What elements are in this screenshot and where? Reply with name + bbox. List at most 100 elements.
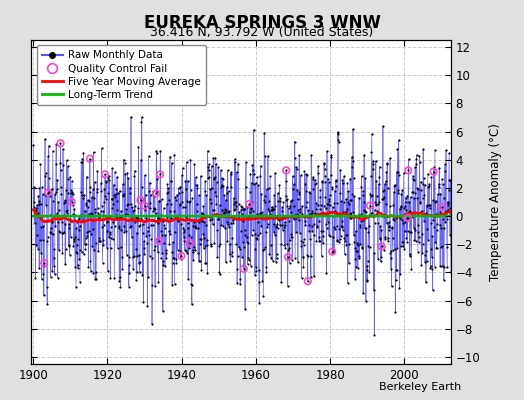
Point: [84, 211, 93, 217]
Point: [45, 189, 53, 196]
Point: [364, 243, 372, 249]
Point: [212, 193, 220, 199]
Point: [346, 197, 354, 203]
Point: [148, 321, 156, 328]
Point: [211, 174, 220, 180]
Point: [137, 216, 145, 222]
Point: [286, 203, 294, 209]
Point: [90, 179, 99, 185]
Point: [224, 188, 233, 194]
Point: [123, 200, 132, 207]
Point: [243, 260, 252, 267]
Point: [200, 219, 208, 225]
Point: [202, 260, 210, 266]
Point: [204, 167, 213, 174]
Point: [322, 270, 331, 276]
Point: [259, 246, 268, 252]
Point: [269, 228, 278, 235]
Point: [46, 229, 54, 235]
Point: [347, 209, 355, 216]
Point: [128, 204, 136, 210]
Point: [171, 229, 179, 235]
Point: [86, 156, 94, 162]
Point: [314, 218, 323, 224]
Point: [269, 206, 277, 212]
Point: [367, 192, 375, 199]
Point: [322, 225, 331, 231]
Point: [226, 220, 235, 226]
Point: [74, 236, 82, 242]
Point: [206, 240, 215, 247]
Point: [440, 195, 449, 202]
Point: [421, 252, 430, 258]
Point: [240, 206, 248, 213]
Point: [232, 199, 241, 205]
Point: [97, 188, 105, 194]
Point: [34, 192, 42, 199]
Point: [344, 199, 352, 206]
Point: [250, 180, 258, 187]
Point: [408, 188, 417, 195]
Point: [432, 244, 441, 251]
Point: [294, 217, 303, 224]
Point: [61, 261, 69, 267]
Point: [353, 242, 362, 248]
Point: [444, 202, 452, 208]
Point: [230, 195, 238, 201]
Point: [284, 254, 292, 260]
Point: [195, 258, 204, 264]
Point: [59, 200, 68, 206]
Point: [376, 223, 384, 229]
Point: [377, 243, 386, 250]
Point: [365, 212, 373, 218]
Point: [150, 243, 159, 250]
Point: [379, 123, 387, 130]
Point: [291, 138, 299, 145]
Point: [93, 168, 102, 174]
Point: [387, 254, 395, 261]
Point: [282, 193, 291, 199]
Point: [385, 224, 394, 230]
Point: [339, 208, 347, 215]
Point: [224, 221, 233, 227]
Point: [404, 167, 412, 174]
Point: [135, 260, 143, 267]
Point: [350, 175, 358, 181]
Point: [411, 189, 420, 196]
Point: [261, 199, 270, 206]
Point: [292, 229, 300, 235]
Point: [35, 198, 43, 204]
Point: [444, 207, 452, 213]
Point: [175, 216, 183, 222]
Point: [289, 214, 298, 220]
Point: [352, 264, 360, 270]
Point: [151, 206, 160, 212]
Point: [427, 174, 435, 180]
Point: [445, 204, 454, 211]
Point: [359, 192, 368, 198]
Point: [136, 222, 145, 228]
Text: Berkeley Earth: Berkeley Earth: [379, 382, 461, 392]
Point: [102, 228, 111, 234]
Point: [301, 180, 309, 187]
Point: [110, 274, 118, 281]
Point: [277, 216, 285, 223]
Point: [271, 170, 279, 176]
Point: [30, 198, 38, 205]
Point: [393, 244, 401, 251]
Point: [221, 206, 230, 212]
Point: [301, 218, 309, 224]
Point: [186, 198, 194, 204]
Point: [58, 249, 67, 256]
Point: [69, 243, 78, 249]
Point: [387, 248, 396, 254]
Point: [123, 170, 132, 176]
Point: [96, 238, 104, 244]
Point: [111, 223, 119, 229]
Point: [413, 195, 421, 201]
Point: [325, 197, 333, 204]
Point: [188, 301, 196, 308]
Point: [322, 221, 330, 227]
Point: [356, 240, 365, 247]
Point: [424, 184, 433, 190]
